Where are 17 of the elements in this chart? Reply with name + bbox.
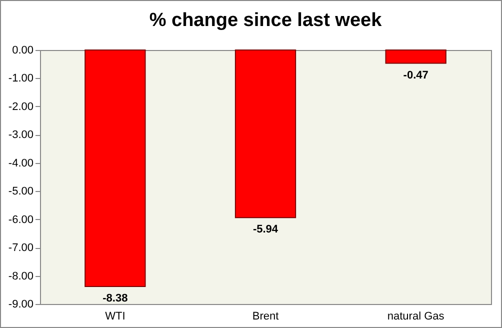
- y-tick-label: -3.00: [8, 129, 34, 142]
- x-tick-label: WTI: [105, 310, 126, 322]
- data-label: -0.47: [403, 69, 428, 82]
- y-tick-label: 0.00: [12, 44, 34, 56]
- y-tick-label: -7.00: [8, 242, 34, 254]
- x-tick-label: natural Gas: [387, 310, 445, 322]
- y-tick-label: -6.00: [8, 214, 34, 226]
- x-tick-label: Brent: [252, 310, 279, 322]
- data-label: -5.94: [252, 224, 279, 236]
- y-tick-label: -4.00: [8, 157, 34, 170]
- y-tick-label: -9.00: [8, 298, 34, 310]
- y-tick-label: -8.00: [8, 270, 34, 282]
- y-tick-label: -5.00: [8, 186, 34, 198]
- y-tick-label: -1.00: [8, 72, 34, 85]
- data-label: -8.38: [102, 292, 128, 304]
- y-tick-label: -2.00: [8, 100, 34, 113]
- chart-title: % change since last week: [149, 10, 382, 31]
